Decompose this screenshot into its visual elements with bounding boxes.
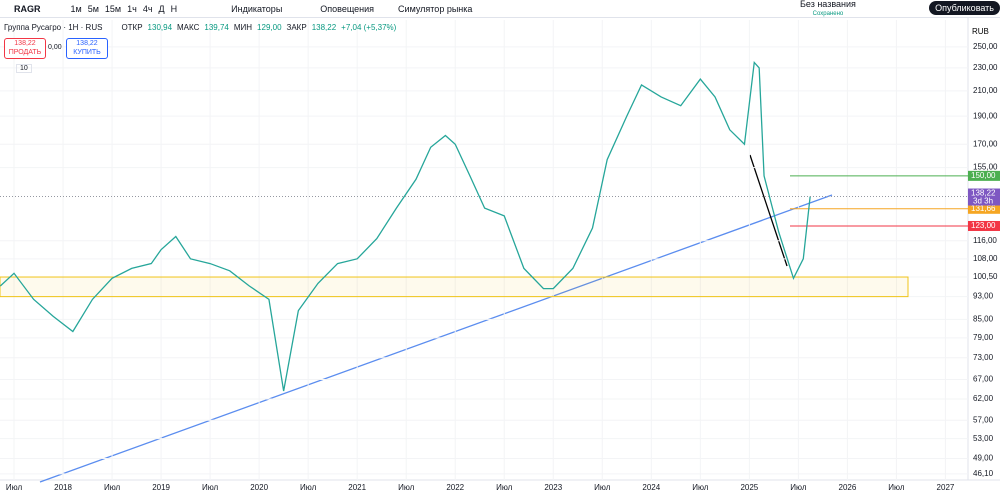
volume: 10 xyxy=(16,64,32,73)
spread: 0,00 xyxy=(48,44,62,51)
interval[interactable]: 1м xyxy=(70,3,82,14)
zone xyxy=(0,276,909,298)
x-tick-label: 2022 xyxy=(446,483,464,492)
y-tick-label: 190,00 xyxy=(973,111,998,120)
x-tick-label: Июл xyxy=(496,483,513,492)
interval[interactable]: 5м xyxy=(87,3,99,14)
y-tick-label: 85,00 xyxy=(973,314,994,323)
level-tag xyxy=(968,203,1000,214)
price-line xyxy=(0,60,811,392)
replay[interactable]: Симулятор рынка xyxy=(398,3,473,14)
x-tick-label: Июл xyxy=(692,483,709,492)
sell: ПРОДАТЬ xyxy=(8,49,42,56)
symbol[interactable]: RAGR xyxy=(14,3,41,14)
close-label: ЗАКР xyxy=(286,23,307,32)
x-tick-label: Июл xyxy=(104,483,121,492)
high-label: МАКС xyxy=(177,23,200,32)
y-tick-label: 73,00 xyxy=(973,353,994,362)
x-tick-label: Июл xyxy=(398,483,415,492)
level-tag xyxy=(968,170,1000,181)
last-tag xyxy=(968,188,1000,206)
x-tick-label: 2018 xyxy=(54,483,72,492)
x-tick-label: Июл xyxy=(6,483,23,492)
intervals: 1м 5м 15м 1ч 4ч Д Н xyxy=(71,4,184,14)
x-tick-label: 2026 xyxy=(839,483,857,492)
y-tick-label: 108,00 xyxy=(973,254,998,263)
y-tick-label: 230,00 xyxy=(973,63,998,72)
x-tick-label: 2025 xyxy=(740,483,758,492)
x-tick-label: 2019 xyxy=(152,483,170,492)
interval[interactable]: Н xyxy=(170,3,178,14)
indicators[interactable]: Индикаторы xyxy=(231,3,283,14)
currency: RUB xyxy=(972,27,989,36)
y-tick-label: 170,00 xyxy=(973,139,998,148)
low-label: МИН xyxy=(233,23,253,32)
buy-button[interactable]: 138,22 КУПИТЬ xyxy=(66,38,108,59)
trend-line xyxy=(749,154,788,267)
y-tick-label: 57,00 xyxy=(973,415,994,424)
interval[interactable]: 4ч xyxy=(142,3,153,14)
interval[interactable]: 1ч xyxy=(127,3,137,14)
sell-button[interactable]: 138,22 ПРОДАТЬ xyxy=(4,38,46,59)
y-tick-label: 116,00 xyxy=(973,236,997,245)
y-tick-label: 100,50 xyxy=(973,272,998,281)
x-tick-label: 2027 xyxy=(937,483,955,492)
legend-title: Группа Русагро · 1Н · RUS xyxy=(4,23,103,32)
low: 129,00 xyxy=(257,23,282,32)
x-tick-label: Июл xyxy=(790,483,807,492)
x-tick-label: 2024 xyxy=(642,483,660,492)
saved: Сохранено xyxy=(812,11,844,17)
x-tick-label: Июл xyxy=(888,483,905,492)
buy: КУПИТЬ xyxy=(73,49,101,56)
x-tick-label: 2023 xyxy=(544,483,562,492)
interval[interactable]: 15м xyxy=(104,3,122,14)
x-tick-label: 2021 xyxy=(348,483,366,492)
open-label: ОТКР xyxy=(121,23,143,32)
last-label: 138,22 xyxy=(971,189,996,198)
legend: Группа Русагро · 1Н · RUS ОТКР 130,94 МАК… xyxy=(4,23,396,32)
level-label: 123,00 xyxy=(971,221,996,230)
y-tick-label: 79,00 xyxy=(973,333,994,342)
open: 130,94 xyxy=(147,23,173,32)
change: +7,04 (+5,37%) xyxy=(341,23,397,32)
buy-price: 138,22 xyxy=(76,40,98,47)
y-tick-label: 53,00 xyxy=(973,434,994,443)
x-tick-label: Июл xyxy=(594,483,611,492)
sell-price: 138,22 xyxy=(14,40,36,47)
alerts[interactable]: Оповещения xyxy=(320,3,375,14)
x-tick-label: Июл xyxy=(202,483,219,492)
y-tick-label: 46,10 xyxy=(973,469,994,478)
publish[interactable]: Опубликовать xyxy=(929,1,1000,15)
y-tick-label: 62,00 xyxy=(973,394,994,403)
x-tick-label: 2020 xyxy=(250,483,268,492)
y-tick-label: 155,00 xyxy=(973,163,998,172)
high: 139,74 xyxy=(204,23,229,32)
x-tick-label: Июл xyxy=(300,483,317,492)
interval[interactable]: Д xyxy=(158,3,165,14)
close: 138,22 xyxy=(311,23,337,32)
countdown: 3d 3h xyxy=(973,197,993,206)
level-label: 150,00 xyxy=(971,171,996,180)
y-tick-label: 250,00 xyxy=(973,42,998,51)
trend-line xyxy=(39,194,833,483)
toolbar: RAGR 1м 5м 15м 1ч 4ч Д Н Индикаторы Оповещения… xyxy=(0,0,1000,18)
level-label: 131,66 xyxy=(971,204,996,213)
y-tick-label: 67,00 xyxy=(973,375,994,384)
y-tick-label: 210,00 xyxy=(973,86,998,95)
y-tick-label: 93,00 xyxy=(973,292,994,301)
y-tick-label: 49,00 xyxy=(973,454,994,463)
level-tag xyxy=(968,220,1000,231)
layout-name[interactable]: Без названия xyxy=(800,0,856,9)
